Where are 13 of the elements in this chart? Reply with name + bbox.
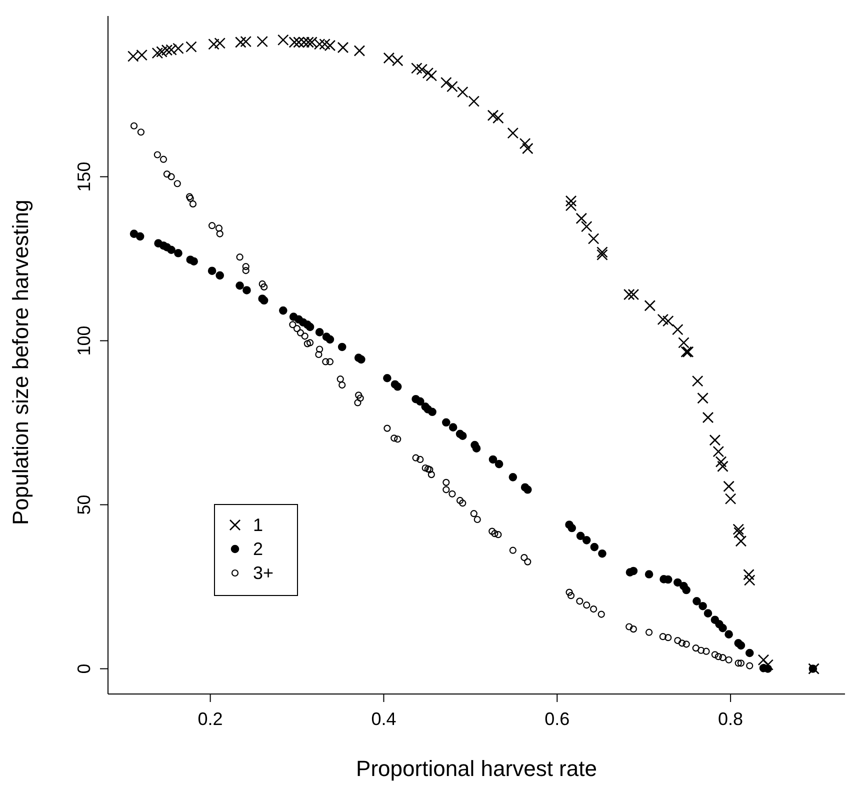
y-axis-title: Population size before harvesting bbox=[8, 200, 33, 525]
x-tick-label: 0.4 bbox=[371, 708, 396, 729]
y-tick-label: 0 bbox=[74, 664, 94, 674]
x-axis-title: Proportional harvest rate bbox=[356, 756, 597, 781]
y-tick-label: 150 bbox=[74, 162, 94, 192]
x-tick-label: 0.6 bbox=[544, 708, 570, 729]
legend-label: 1 bbox=[253, 514, 264, 536]
legend-label: 2 bbox=[253, 538, 264, 560]
x-tick-label: 0.8 bbox=[718, 708, 744, 729]
y-tick-label: 100 bbox=[74, 326, 94, 356]
x-tick-label: 0.2 bbox=[198, 708, 223, 729]
legend-label: 3+ bbox=[253, 562, 274, 584]
y-tick-label: 50 bbox=[74, 494, 94, 515]
